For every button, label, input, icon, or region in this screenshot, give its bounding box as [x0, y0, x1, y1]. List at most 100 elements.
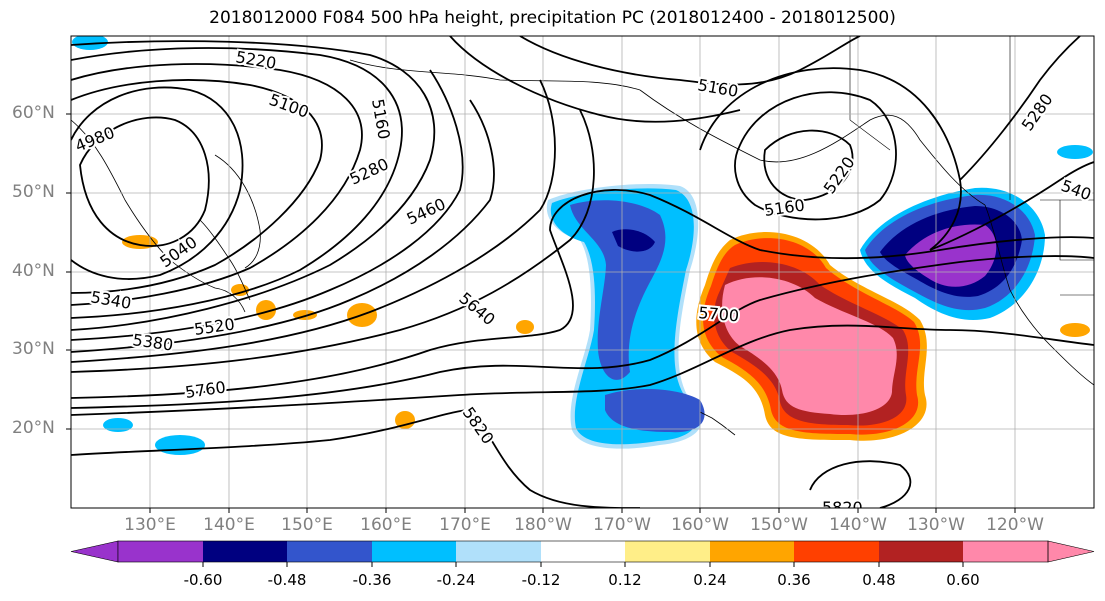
- coast-arctic: [349, 59, 641, 91]
- lon-label: 180°W: [514, 515, 572, 535]
- colorbar-seg: [625, 541, 710, 562]
- contour-5400: [71, 99, 495, 353]
- colorbar-seg: [710, 541, 794, 562]
- contour-5760: [71, 324, 1094, 416]
- shade-neg-central-3: [605, 388, 705, 433]
- lat-label: 50°N: [12, 182, 55, 202]
- contour-label: 5160: [368, 97, 394, 140]
- contour-5280: [71, 40, 436, 331]
- lon-ticks: [149, 508, 1016, 513]
- shade-patch-10: [155, 435, 205, 455]
- contour-label: 5520: [193, 314, 236, 338]
- contour-label: 5340: [89, 287, 132, 313]
- coast-asia-east: [71, 119, 246, 313]
- contour-label: 5640: [455, 289, 498, 330]
- contour-5340: [71, 69, 464, 341]
- colorbar-tick-label: -0.36: [352, 571, 392, 589]
- coast-kamchatka: [214, 154, 261, 269]
- lon-label: 150°W: [750, 515, 808, 535]
- contour-5400-right: [929, 161, 1094, 251]
- colorbar-tick-label: 0.48: [862, 571, 896, 589]
- shade-neg-central-core: [612, 229, 655, 252]
- colorbar-seg: [1047, 540, 1095, 563]
- colorbar-tick-label: -0.48: [267, 571, 307, 589]
- lon-label: 140°E: [203, 515, 255, 535]
- contour-label: 5040: [156, 232, 200, 271]
- contour-label: 5380: [131, 330, 174, 354]
- borders-na: [849, 36, 1094, 296]
- colorbar-tick-label: 0.36: [777, 571, 811, 589]
- contour-label: 5100: [267, 90, 312, 122]
- contour-label: 5760: [184, 377, 227, 401]
- colorbar-tick-label: 0.24: [693, 571, 727, 589]
- shade-patch-2: [256, 300, 276, 320]
- lat-ticks: [66, 113, 71, 430]
- contour-5280-right: [959, 36, 1081, 181]
- colorbar-seg: [287, 541, 372, 562]
- lat-label: 30°N: [12, 339, 55, 359]
- colorbar-seg: [879, 541, 963, 562]
- lon-label: 170°W: [593, 515, 651, 535]
- colorbar-ticks: [202, 562, 964, 567]
- lon-label: 130°W: [907, 515, 965, 535]
- lon-label: 120°W: [986, 515, 1044, 535]
- lat-label: 40°N: [12, 261, 55, 281]
- shade-patch-12: [1057, 145, 1093, 159]
- contour-5160-top: [519, 36, 861, 86]
- coast-alaska-south: [639, 89, 986, 206]
- contour-label: 5820: [822, 498, 863, 517]
- colorbar-tick-label: 0.12: [608, 571, 642, 589]
- lon-label: 160°E: [360, 515, 412, 535]
- contour-5460: [71, 79, 556, 363]
- contour-5820: [71, 409, 641, 508]
- contour-5640: [71, 189, 1094, 399]
- colorbar-tick-label: -0.60: [183, 571, 223, 589]
- contour-5280-east: [699, 67, 962, 251]
- shade-pos-4: [722, 277, 897, 416]
- contour-5220-east: [734, 91, 897, 221]
- lat-label: 20°N: [12, 418, 55, 438]
- contour-5820-b: [809, 460, 912, 508]
- colorbar-seg: [118, 541, 203, 562]
- colorbar-seg: [203, 541, 287, 562]
- colorbar-seg: [541, 541, 625, 562]
- contour-5220: [71, 47, 403, 319]
- lat-label: 60°N: [12, 103, 55, 123]
- contour-label: 5280: [1018, 90, 1057, 134]
- shade-patch-6: [1060, 323, 1090, 337]
- contour-5160: [71, 63, 363, 306]
- contour-label: 5160: [763, 195, 806, 219]
- contour-label: 5700: [698, 303, 740, 325]
- contour-label: 5160: [696, 75, 739, 101]
- colorbar-frame: [117, 540, 1049, 563]
- shade-neg-east-core: [905, 224, 997, 287]
- contour-5040: [71, 86, 244, 280]
- shade-patch-4: [395, 411, 415, 429]
- map-area: 5220 5100 4980 5160 5280 5040 5340 5380 …: [71, 36, 1094, 517]
- lon-label: 140°W: [829, 515, 887, 535]
- contour-5100: [71, 79, 323, 294]
- colorbar-tick-label: -0.12: [521, 571, 561, 589]
- shade-patch-5: [516, 320, 534, 334]
- shade-patch-11: [103, 418, 133, 432]
- contour-label: 5280: [347, 154, 392, 188]
- contour-4980: [79, 116, 210, 247]
- lon-label: 150°E: [281, 515, 333, 535]
- colorbar-tick-label: -0.24: [436, 571, 476, 589]
- lon-label: 130°E: [124, 515, 176, 535]
- lon-label: 160°W: [671, 515, 729, 535]
- colorbar: [70, 540, 1095, 567]
- colorbar-seg: [456, 541, 541, 562]
- coast-hawaii: [699, 411, 736, 436]
- height-contours: [71, 36, 1094, 508]
- contour-5700: [71, 255, 1094, 409]
- precip-shading: [72, 36, 1093, 455]
- coast-korea-japan: [199, 219, 251, 301]
- figure-title: 2018012000 F084 500 hPa height, precipit…: [209, 8, 896, 28]
- colorbar-seg: [794, 541, 879, 562]
- colorbar-seg: [372, 541, 456, 562]
- contour-5520: [71, 109, 595, 373]
- contour-5220-top: [449, 36, 741, 123]
- colorbar-seg: [963, 541, 1048, 562]
